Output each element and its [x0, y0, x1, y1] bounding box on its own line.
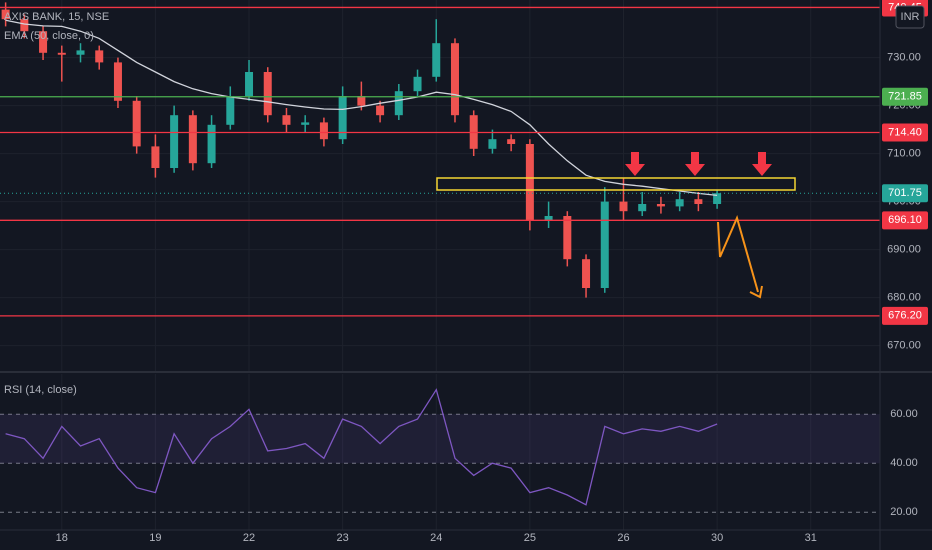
candle-body — [507, 139, 516, 144]
rsi-line — [5, 388, 718, 506]
level-tag — [882, 211, 928, 230]
level-label: 721.85 — [888, 91, 922, 103]
candle-body — [600, 201, 609, 288]
level-label: 676.20 — [888, 310, 922, 322]
x-tick-label: 22 — [243, 532, 255, 544]
candle-body — [282, 115, 291, 125]
candle-body — [357, 96, 366, 106]
candle-body — [413, 76, 422, 92]
candle-body — [1, 9, 10, 20]
y-tick-label: 680.00 — [887, 292, 921, 304]
candle-body — [525, 144, 534, 221]
ema-line — [5, 19, 718, 197]
candle-body — [376, 105, 385, 116]
y-tick-label: 20.00 — [890, 506, 918, 518]
y-tick-label: 690.00 — [887, 244, 921, 256]
candle-body — [450, 43, 459, 116]
candle-body — [76, 50, 85, 55]
candle-body — [638, 204, 647, 212]
candle-body — [57, 52, 66, 55]
currency-box — [895, 5, 925, 29]
level-label: 714.40 — [888, 126, 922, 138]
candle-body — [20, 19, 29, 32]
resistance-box — [436, 177, 796, 191]
candle-body — [656, 204, 665, 207]
candle-body — [319, 122, 328, 140]
candle-body — [170, 115, 179, 168]
level-tag — [882, 87, 928, 106]
candle-body — [694, 199, 703, 204]
currency-label: INR — [901, 11, 920, 23]
candle-body — [338, 96, 347, 140]
y-tick-label: 40.00 — [890, 457, 918, 469]
down-arrow — [685, 152, 705, 176]
indicator-label: RSI (14, close) — [4, 384, 77, 396]
chart-title: AXIS BANK, 15, NSE — [4, 11, 109, 23]
level-label: 701.75 — [888, 187, 922, 199]
level-tag — [882, 123, 928, 142]
level-label: 696.10 — [888, 214, 922, 226]
x-tick-label: 24 — [430, 532, 442, 544]
candle-body — [563, 216, 572, 260]
indicator-label: EMA (50, close, 0) — [4, 30, 94, 42]
x-tick-label: 31 — [805, 532, 817, 544]
x-tick-label: 30 — [711, 532, 723, 544]
candle-body — [713, 193, 722, 204]
candle-body — [619, 201, 628, 212]
candle-body — [39, 31, 48, 53]
y-tick-label: 60.00 — [890, 408, 918, 420]
candle-body — [394, 91, 403, 116]
candle-body — [151, 146, 160, 168]
x-tick-label: 19 — [149, 532, 161, 544]
candle-body — [226, 96, 235, 125]
x-tick-label: 18 — [56, 532, 68, 544]
candle-body — [301, 122, 310, 125]
label-layer: 181922232425263031670.00680.00690.00700.… — [56, 0, 928, 544]
projection-arrowhead — [749, 285, 763, 299]
x-tick-label: 26 — [617, 532, 629, 544]
y-tick-label: 710.00 — [887, 148, 921, 160]
candle-body — [544, 216, 553, 221]
y-tick-label: 670.00 — [887, 340, 921, 352]
projection-path — [717, 215, 759, 293]
candle-body — [488, 139, 497, 149]
down-arrow — [752, 152, 772, 176]
x-tick-label: 25 — [524, 532, 536, 544]
arrows — [625, 152, 772, 176]
candle-body — [95, 50, 104, 63]
candle-body — [675, 199, 684, 207]
candle-body — [207, 124, 216, 164]
level-tag — [882, 306, 928, 325]
candle-body — [132, 100, 141, 147]
candle-body — [432, 43, 441, 77]
candle-body — [245, 72, 254, 96]
candle-body — [263, 72, 272, 116]
marks-layer — [0, 2, 880, 506]
rsi-band — [0, 414, 880, 464]
x-tick-label: 23 — [337, 532, 349, 544]
candle-body — [582, 259, 591, 288]
y-tick-label: 730.00 — [887, 52, 921, 64]
level-tag — [882, 184, 928, 203]
candle-body — [113, 62, 122, 101]
candle-body — [188, 115, 197, 164]
down-arrow — [625, 152, 645, 176]
